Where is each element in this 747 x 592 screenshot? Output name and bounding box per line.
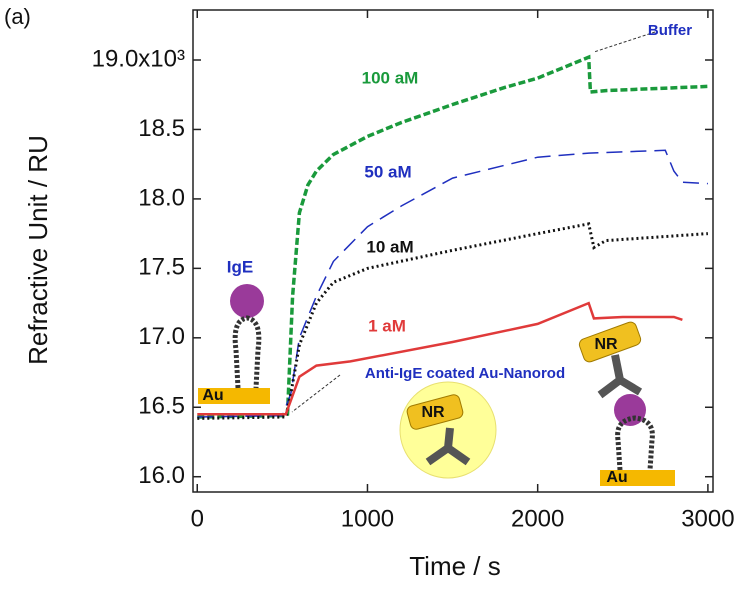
- y-tick-label: 17.0: [138, 323, 185, 350]
- panel-label: (a): [4, 4, 31, 29]
- annotation: NR: [421, 404, 445, 421]
- series-line: [197, 57, 708, 417]
- y-tick-label: 16.0: [138, 462, 185, 489]
- y-axis-label: Refractive Unit / RU: [23, 135, 53, 365]
- y-tick-label: 18.5: [138, 115, 185, 142]
- annotation: Au: [202, 387, 223, 404]
- annotation: Buffer: [648, 22, 692, 39]
- y-tick-label: 18.0: [138, 184, 185, 211]
- arrow: [594, 32, 655, 52]
- series-label: 10 aM: [366, 237, 413, 256]
- series-label: 100 aM: [362, 68, 419, 87]
- annotation: IgE: [227, 257, 253, 276]
- y-tick-label: 16.5: [138, 393, 185, 420]
- y-tick-label: 17.5: [138, 254, 185, 281]
- aptamer: [235, 318, 259, 388]
- chart: (a) Time / s Refractive Unit / RU Buffer…: [0, 0, 747, 592]
- x-tick-label: 0: [191, 505, 204, 532]
- annotation: Au: [606, 469, 627, 486]
- annotation: Anti-IgE coated Au-Nanorod: [365, 365, 565, 382]
- x-tick-label: 1000: [341, 505, 394, 532]
- annotation: NR: [594, 336, 618, 353]
- antibody: [600, 355, 640, 395]
- x-axis-label: Time / s: [409, 551, 500, 581]
- y-tick-label: 19.0x10³: [92, 45, 185, 72]
- ige-molecule: [230, 284, 264, 318]
- series-label: 1 aM: [368, 316, 406, 335]
- aptamer: [618, 418, 653, 470]
- x-tick-label: 3000: [681, 505, 734, 532]
- series-label: 50 aM: [364, 162, 411, 181]
- x-tick-label: 2000: [511, 505, 564, 532]
